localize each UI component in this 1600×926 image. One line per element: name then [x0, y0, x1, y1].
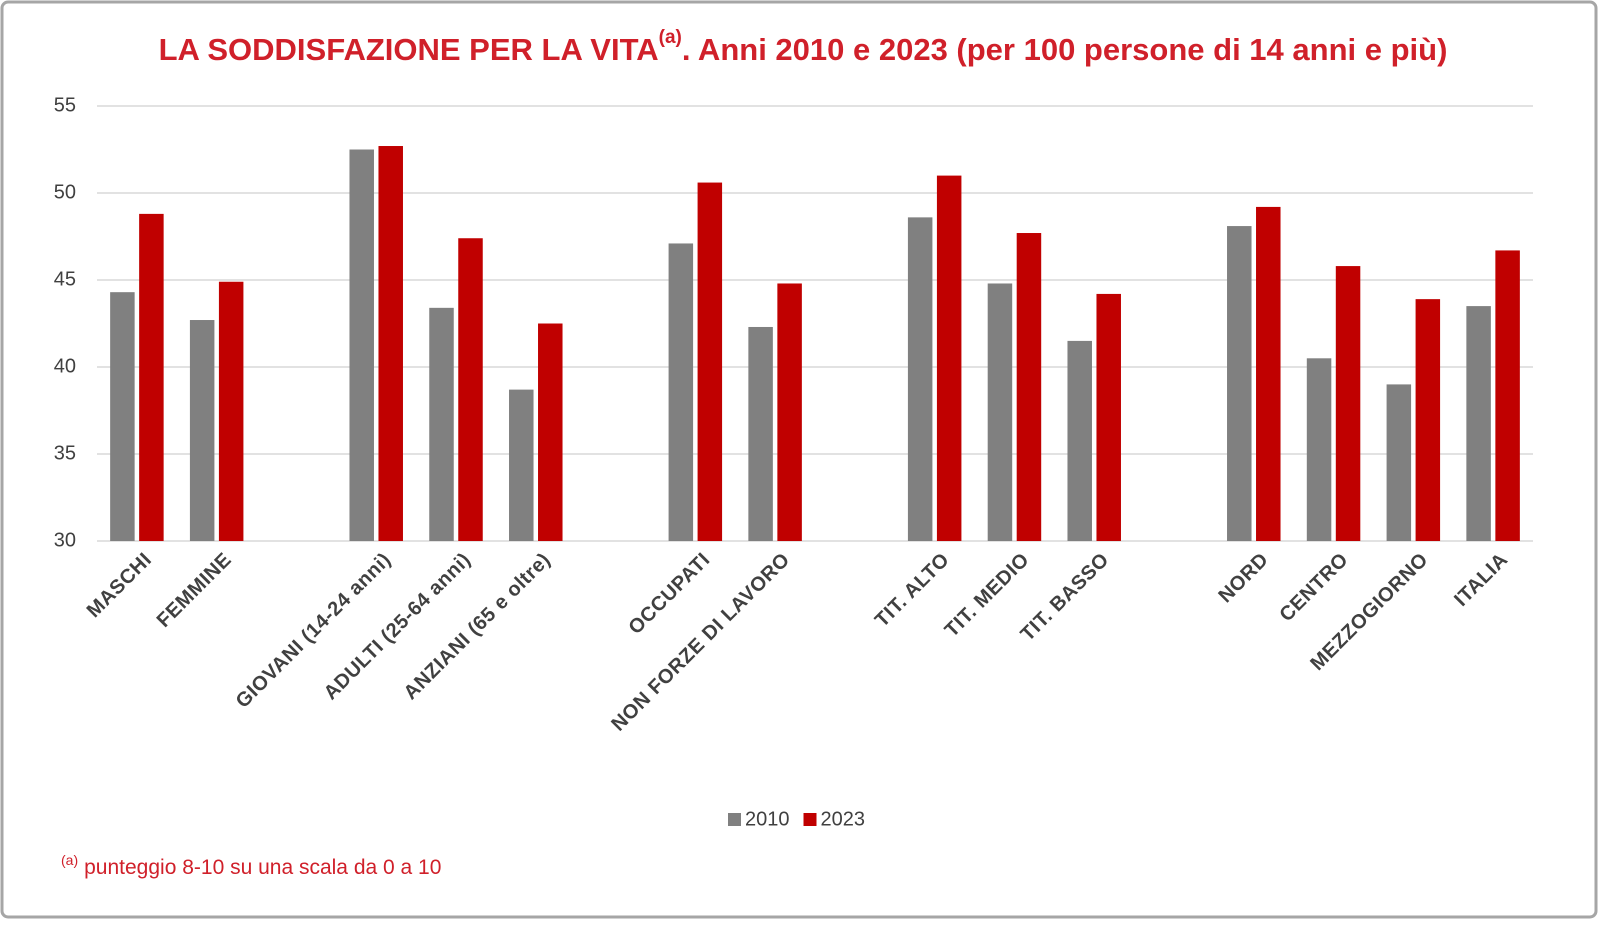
chart-title: LA SODDISFAZIONE PER LA VITA(a). Anni 20… — [159, 27, 1448, 67]
y-tick-label: 50 — [54, 181, 76, 203]
bar — [668, 243, 694, 541]
bar — [429, 307, 454, 541]
footnote-text: punteggio 8-10 su una scala da 0 a 10 — [84, 856, 441, 879]
bar — [378, 146, 403, 541]
bar — [139, 213, 164, 541]
bar — [509, 389, 534, 541]
bar — [1386, 384, 1412, 541]
bar — [189, 320, 215, 541]
legend-swatch — [728, 813, 741, 826]
bar — [110, 292, 135, 541]
y-tick-label: 35 — [54, 442, 76, 464]
bar — [697, 182, 723, 541]
bar — [538, 323, 563, 541]
bar — [907, 217, 933, 542]
bar — [1466, 306, 1491, 541]
bar — [1495, 250, 1520, 542]
bar — [1306, 358, 1332, 541]
bar — [1415, 299, 1441, 541]
bar — [1096, 293, 1121, 541]
title-main: LA SODDISFAZIONE PER LA VITA — [159, 32, 659, 67]
bar — [1227, 226, 1252, 541]
legend-swatch — [803, 813, 817, 826]
title-superscript: (a) — [659, 27, 682, 48]
bar — [349, 149, 374, 541]
bar — [1256, 206, 1281, 542]
bar — [458, 238, 483, 542]
title-rest: . Anni 2010 e 2023 (per 100 persone di 1… — [682, 32, 1448, 67]
legend-label: 2010 — [745, 808, 790, 830]
bar — [748, 326, 773, 541]
y-tick-label: 55 — [54, 94, 76, 116]
bar — [218, 281, 244, 541]
bar — [1335, 266, 1361, 541]
y-tick-label: 45 — [54, 268, 76, 290]
footnote: (a) punteggio 8-10 su una scala da 0 a 10 — [61, 852, 441, 879]
bar — [777, 283, 802, 541]
bar — [936, 175, 962, 541]
bar — [1016, 233, 1042, 541]
y-tick-label: 30 — [54, 529, 76, 551]
bar — [1067, 340, 1092, 541]
footnote-marker: (a) — [61, 852, 78, 868]
bar — [987, 283, 1013, 541]
y-tick-label: 40 — [54, 355, 76, 377]
legend-label: 2023 — [821, 808, 866, 830]
